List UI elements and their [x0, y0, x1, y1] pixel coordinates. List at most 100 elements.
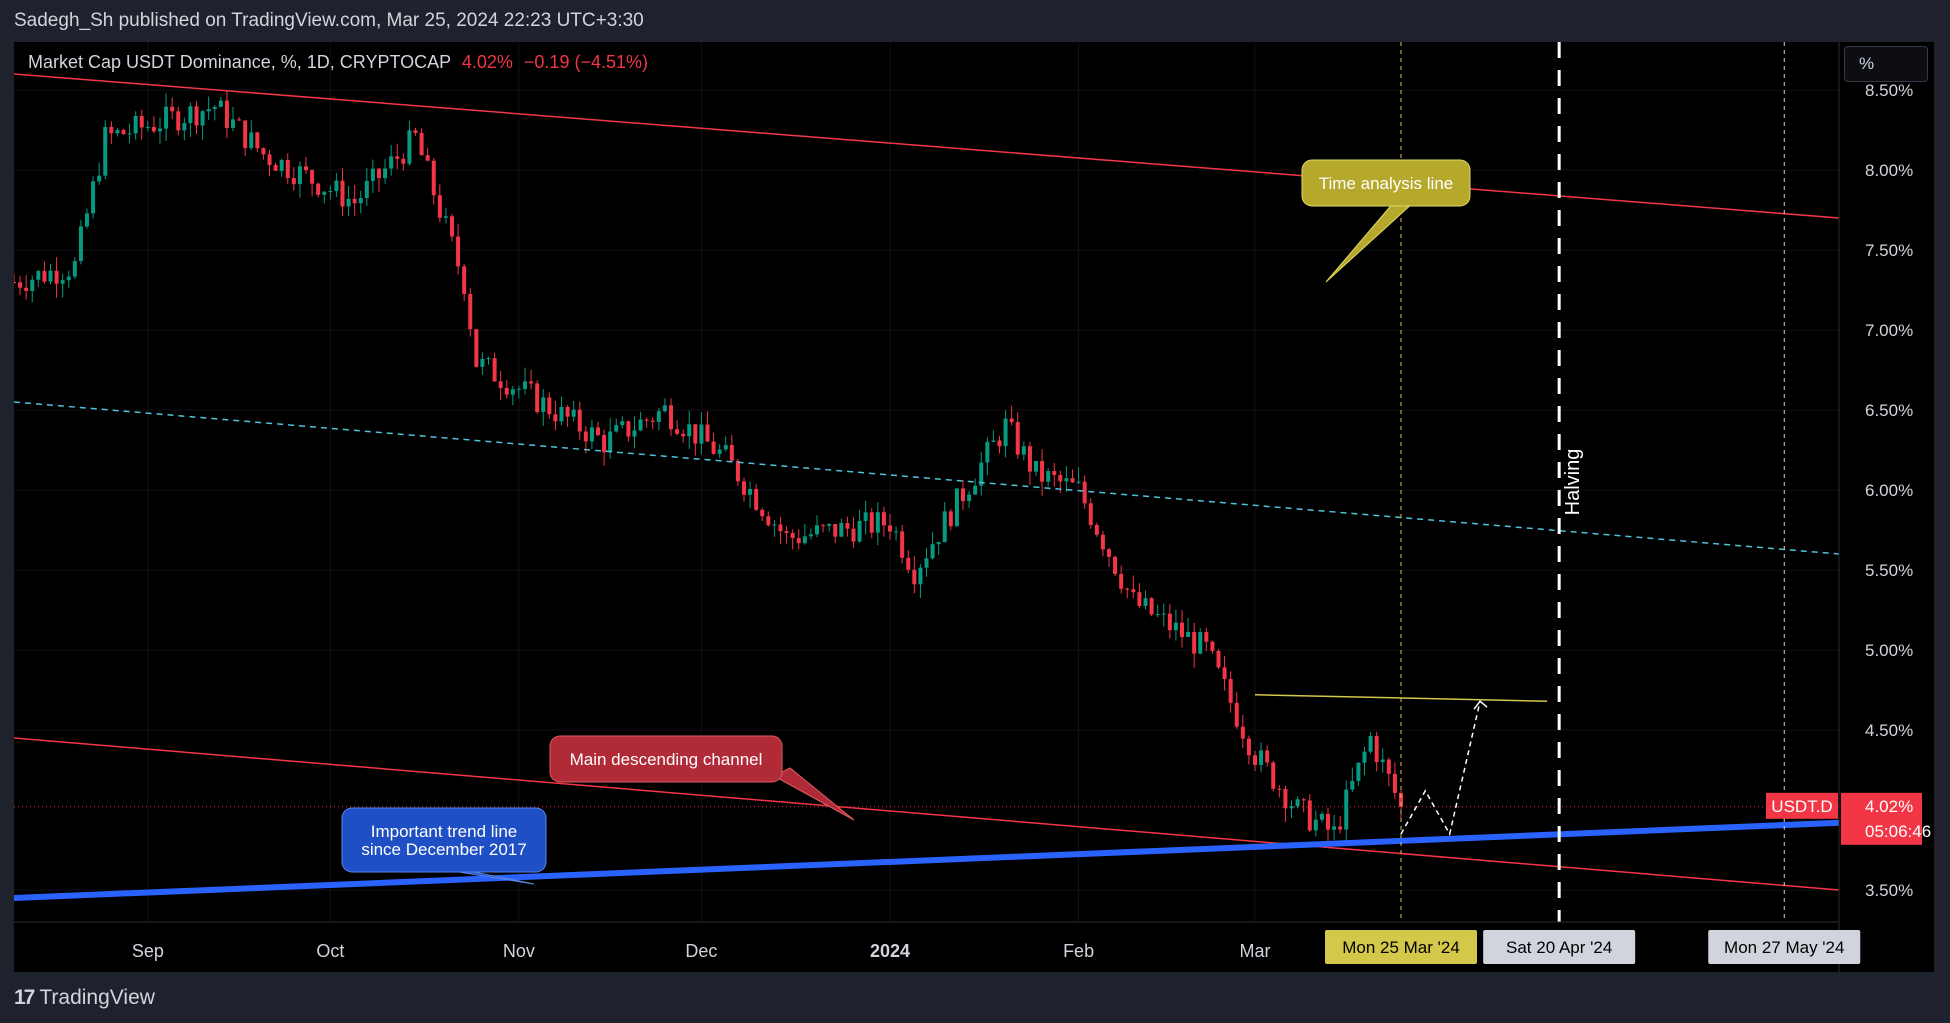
candle	[151, 126, 156, 132]
legend-last: 4.02%	[461, 52, 513, 72]
candle	[1198, 632, 1203, 654]
candle	[778, 524, 783, 532]
candle	[1034, 461, 1038, 472]
candle	[924, 558, 929, 568]
candle	[1143, 598, 1148, 606]
candle	[334, 180, 339, 191]
channel-callout-box	[549, 735, 783, 783]
candle	[1362, 751, 1367, 763]
candle	[1125, 588, 1130, 590]
candle	[997, 440, 1002, 447]
time-analysis-callout-box	[1301, 159, 1471, 207]
x-tick-label: Oct	[316, 941, 344, 961]
candle	[808, 534, 813, 537]
candle	[1277, 788, 1282, 790]
candle	[267, 154, 272, 165]
candle	[1161, 613, 1166, 615]
candle	[407, 130, 412, 164]
candle	[480, 358, 485, 367]
candle	[1368, 735, 1373, 752]
candle	[14, 282, 16, 283]
legend-symbol: Market Cap USDT Dominance, %, 1D, CRYPTO…	[28, 52, 451, 72]
candle	[1064, 478, 1069, 482]
candle	[961, 488, 965, 502]
candle	[1307, 800, 1312, 831]
candle	[109, 126, 114, 134]
candle	[863, 512, 868, 521]
candle	[967, 494, 972, 502]
candle	[1301, 799, 1306, 801]
candle	[1338, 826, 1343, 830]
candle	[699, 424, 704, 444]
candle	[1088, 503, 1093, 526]
candle	[632, 430, 637, 437]
candle	[498, 381, 503, 388]
candle	[1216, 650, 1221, 668]
candle	[608, 431, 613, 453]
candle	[145, 126, 150, 128]
scale-percent-button[interactable]: %	[1844, 46, 1928, 82]
candle	[200, 111, 205, 126]
candle	[766, 516, 771, 526]
candle	[85, 213, 89, 227]
candle	[1119, 573, 1124, 589]
candle	[1021, 446, 1026, 455]
candle	[1009, 418, 1014, 423]
candle	[170, 106, 175, 112]
candle	[523, 381, 527, 389]
candle	[352, 198, 357, 204]
candle	[936, 542, 941, 545]
candle	[1246, 738, 1251, 756]
candle	[784, 531, 789, 534]
candle	[364, 180, 369, 199]
candle	[30, 279, 35, 291]
candle	[158, 128, 162, 132]
candle	[1295, 799, 1300, 807]
tradingview-logo[interactable]: 17 TradingView	[14, 986, 155, 1010]
last-price-countdown: 05:06:46	[1865, 822, 1931, 841]
candle	[188, 106, 193, 124]
candle	[115, 130, 120, 134]
candle	[516, 388, 521, 390]
candle	[772, 524, 777, 526]
x-tick-label: Feb	[1063, 941, 1094, 961]
candle	[723, 445, 728, 450]
candle	[42, 271, 47, 282]
candle	[1313, 819, 1318, 831]
candle	[742, 481, 746, 495]
x-tick-label: Dec	[685, 941, 717, 961]
candle	[431, 160, 436, 196]
candle	[948, 511, 953, 527]
price-chart[interactable]: 8.50% 8.00% 7.50% 7.00% 6.50% 6.00% 5.50% 5.00%…	[14, 42, 1934, 972]
candle	[127, 133, 132, 135]
candle	[291, 178, 296, 185]
candle	[450, 216, 454, 237]
candle	[1046, 471, 1051, 482]
candle	[815, 525, 819, 535]
candle	[24, 287, 29, 291]
candle	[316, 183, 321, 195]
candle	[468, 293, 473, 330]
candle	[839, 523, 844, 537]
candle	[991, 440, 996, 442]
candle	[103, 126, 108, 176]
candle	[1180, 622, 1184, 637]
candle	[845, 523, 850, 529]
candle	[1155, 614, 1160, 616]
candle	[36, 271, 41, 280]
candle	[218, 100, 223, 107]
candle	[583, 431, 588, 442]
candle	[54, 270, 59, 284]
candle	[644, 419, 649, 421]
candle	[304, 166, 308, 171]
candle	[370, 168, 375, 181]
candle	[310, 170, 315, 184]
publish-header: Sadegh_Sh published on TradingView.com, …	[14, 10, 644, 31]
chart-frame[interactable]: 8.50% 8.00% 7.50% 7.00% 6.50% 6.00% 5.50% 5.00%…	[14, 42, 1934, 972]
candle	[474, 329, 479, 367]
candle	[711, 441, 716, 454]
candle	[802, 536, 807, 544]
candle	[942, 511, 947, 543]
candle	[139, 116, 144, 128]
channel-lower-line	[14, 737, 1840, 891]
